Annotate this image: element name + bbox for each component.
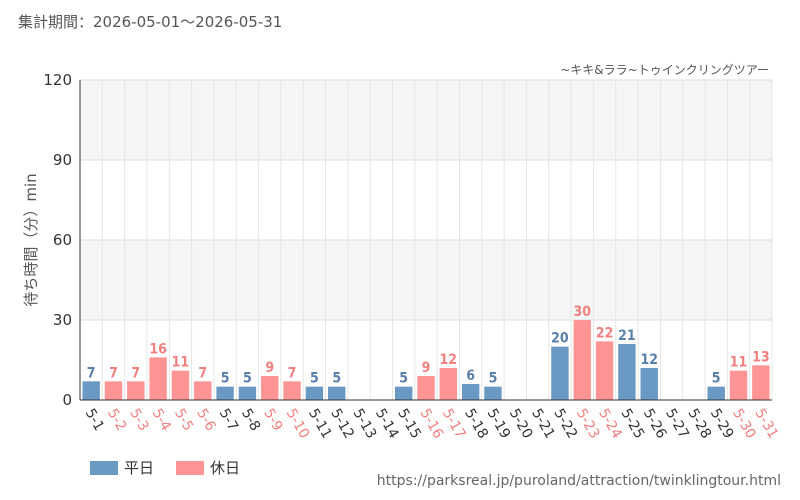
bar-value-label: 5 xyxy=(221,371,230,387)
legend-holiday-swatch xyxy=(176,460,205,475)
bars xyxy=(82,320,770,400)
bar-value-label: 16 xyxy=(149,341,167,357)
x-tick-label: 5-9 xyxy=(260,406,285,434)
bar xyxy=(394,386,413,400)
y-tick-label: 0 xyxy=(62,391,72,409)
bar-value-label: 20 xyxy=(551,331,569,347)
x-tick-label: 5-2 xyxy=(104,406,129,434)
bar xyxy=(149,357,167,400)
y-axis-label: 待ち時間（分）min xyxy=(22,173,40,306)
bar-value-label: 30 xyxy=(573,304,591,320)
legend-weekday-label: 平日 xyxy=(124,459,155,477)
x-tick-label: 5-4 xyxy=(149,406,174,434)
bar xyxy=(82,381,100,400)
y-tick-label: 120 xyxy=(43,71,72,89)
bar xyxy=(729,370,748,400)
bar-value-label: 6 xyxy=(466,368,475,384)
bar xyxy=(707,386,725,400)
legend: 平日 休日 xyxy=(90,457,262,478)
bar-value-label: 7 xyxy=(198,365,207,381)
legend-holiday-label: 休日 xyxy=(210,459,241,477)
bar-value-label: 7 xyxy=(288,365,297,381)
bar xyxy=(305,386,324,400)
x-tick-label: 5-7 xyxy=(216,406,241,434)
bar xyxy=(104,381,123,400)
legend-holiday: 休日 xyxy=(176,457,240,478)
bar-value-label: 11 xyxy=(172,355,190,371)
bar xyxy=(194,381,212,400)
bar-value-label: 22 xyxy=(596,325,614,341)
x-axis: 5-15-25-35-45-55-65-75-85-95-105-115-125… xyxy=(80,399,781,442)
bar-value-label: 9 xyxy=(422,360,431,376)
legend-weekday-swatch xyxy=(90,460,118,475)
x-tick-label: 5-31 xyxy=(751,406,781,442)
bar xyxy=(216,386,234,400)
bar xyxy=(417,376,435,400)
bar xyxy=(171,370,190,400)
x-tick-label: 5-6 xyxy=(193,406,218,434)
bar xyxy=(752,365,770,400)
x-tick-label: 5-5 xyxy=(171,406,196,434)
plot-band xyxy=(80,240,772,320)
bar xyxy=(618,344,636,400)
source-url[interactable]: https://parksreal.jp/puroland/attraction… xyxy=(376,473,781,489)
bar xyxy=(461,384,480,400)
bar xyxy=(328,386,346,400)
bar xyxy=(283,381,301,400)
bar-value-label: 7 xyxy=(87,365,96,381)
period-label: 集計期間：2026-05-01～2026-05-31 xyxy=(18,13,283,31)
bar-value-label: 7 xyxy=(109,365,118,381)
x-tick-label: 5-1 xyxy=(82,406,107,434)
y-axis: 0 30 60 90 120 xyxy=(43,71,81,409)
plot-band xyxy=(80,160,772,240)
legend-weekday: 平日 xyxy=(90,457,154,478)
bar xyxy=(261,376,279,400)
bar xyxy=(484,386,502,400)
bar xyxy=(640,368,658,400)
y-tick-label: 60 xyxy=(53,231,72,249)
bar-value-label: 21 xyxy=(618,328,636,344)
plot-band xyxy=(80,80,772,160)
bar xyxy=(127,381,145,400)
bar-value-label: 9 xyxy=(265,360,274,376)
gridlines xyxy=(79,79,773,401)
bar-value-label: 5 xyxy=(399,371,408,387)
bar-value-label: 5 xyxy=(712,371,721,387)
bar xyxy=(439,368,458,400)
bar-value-label: 5 xyxy=(243,371,252,387)
y-tick-label: 30 xyxy=(53,311,72,329)
x-tick-label: 5-3 xyxy=(126,406,151,434)
bar xyxy=(238,386,257,400)
bar-value-label: 5 xyxy=(310,371,319,387)
bar xyxy=(551,346,569,400)
bar xyxy=(573,320,591,400)
bar-value-label: 12 xyxy=(440,352,458,368)
bar-value-label: 7 xyxy=(131,365,140,381)
y-tick-label: 90 xyxy=(53,151,72,169)
bar-value-label: 12 xyxy=(640,352,658,368)
bar-value-label: 5 xyxy=(332,371,341,387)
bar-value-label: 13 xyxy=(752,349,770,365)
x-tick-label: 5-8 xyxy=(238,406,263,434)
attraction-name: ~キキ&ララ~トゥインクリングツアー xyxy=(560,63,769,77)
bar-value-label: 5 xyxy=(489,371,498,387)
bar xyxy=(595,341,614,400)
bar-value-label: 11 xyxy=(730,355,748,371)
